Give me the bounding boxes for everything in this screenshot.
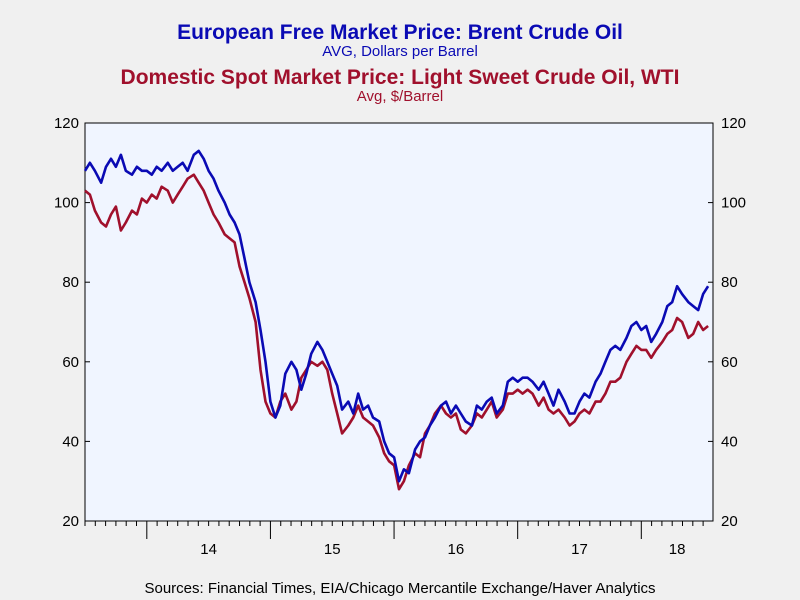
- chart-subtitle-wti: Avg, $/Barrel: [357, 88, 443, 105]
- series-line-wti: [84, 173, 709, 491]
- y-tick-label-left: 60: [62, 354, 79, 371]
- x-tick-label: 17: [571, 541, 588, 558]
- y-tick-label-left: 80: [62, 274, 79, 291]
- y-tick-label-left: 120: [54, 115, 79, 132]
- y-tick-label-right: 100: [721, 195, 746, 212]
- source-note: Sources: Financial Times, EIA/Chicago Me…: [144, 580, 655, 597]
- series-layer: [83, 149, 710, 491]
- y-tick-label-right: 120: [721, 115, 746, 132]
- plot-area: [84, 122, 714, 522]
- series-line-brent: [83, 149, 710, 483]
- chart-title-wti: Domestic Spot Market Price: Light Sweet …: [121, 66, 680, 89]
- y-tick-label-right: 20: [721, 513, 738, 530]
- y-tick-label-right: 60: [721, 354, 738, 371]
- y-tick-label-left: 40: [62, 433, 79, 450]
- y-tick-label-left: 100: [54, 195, 79, 212]
- chart-title-brent: European Free Market Price: Brent Crude …: [177, 21, 623, 44]
- chart-subtitle-brent: AVG, Dollars per Barrel: [322, 43, 478, 60]
- y-tick-label-right: 40: [721, 433, 738, 450]
- x-tick-label: 16: [448, 541, 465, 558]
- axes: 20 20 40 40 60 60 80 80 100 100 120 120 14 15 16 17 18: [54, 115, 746, 558]
- y-tick-label-right: 80: [721, 274, 738, 291]
- x-tick-label: 18: [669, 541, 686, 558]
- y-tick-label-left: 20: [62, 513, 79, 530]
- x-tick-label: 14: [200, 541, 217, 558]
- x-tick-label: 15: [324, 541, 341, 558]
